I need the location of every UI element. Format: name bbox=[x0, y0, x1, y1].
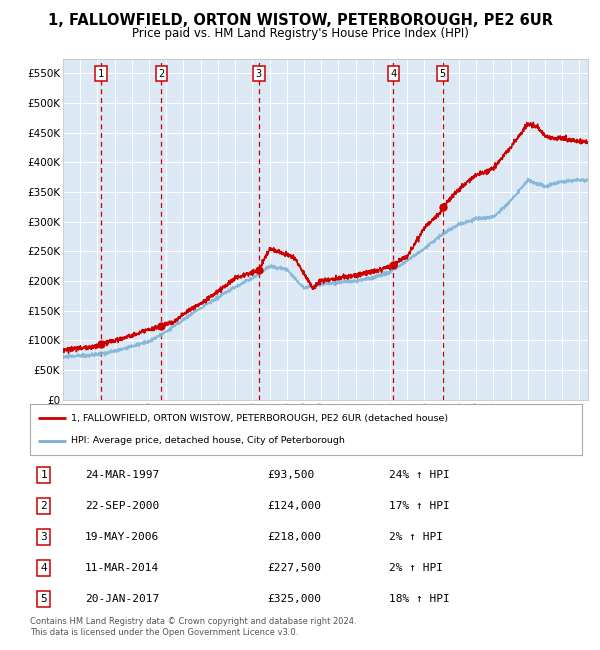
Text: 18% ↑ HPI: 18% ↑ HPI bbox=[389, 594, 449, 604]
Text: 20-JAN-2017: 20-JAN-2017 bbox=[85, 594, 160, 604]
Text: 4: 4 bbox=[390, 69, 397, 79]
Text: 24-MAR-1997: 24-MAR-1997 bbox=[85, 470, 160, 480]
Text: 4: 4 bbox=[40, 563, 47, 573]
Text: 19-MAY-2006: 19-MAY-2006 bbox=[85, 532, 160, 542]
Text: £227,500: £227,500 bbox=[268, 563, 322, 573]
Text: £218,000: £218,000 bbox=[268, 532, 322, 542]
Text: 22-SEP-2000: 22-SEP-2000 bbox=[85, 501, 160, 511]
Text: 17% ↑ HPI: 17% ↑ HPI bbox=[389, 501, 449, 511]
Text: HPI: Average price, detached house, City of Peterborough: HPI: Average price, detached house, City… bbox=[71, 436, 345, 445]
Text: 2% ↑ HPI: 2% ↑ HPI bbox=[389, 532, 443, 542]
Text: 1, FALLOWFIELD, ORTON WISTOW, PETERBOROUGH, PE2 6UR: 1, FALLOWFIELD, ORTON WISTOW, PETERBOROU… bbox=[47, 13, 553, 28]
Text: £124,000: £124,000 bbox=[268, 501, 322, 511]
Text: 3: 3 bbox=[40, 532, 47, 542]
Text: 2: 2 bbox=[158, 69, 164, 79]
Text: 1: 1 bbox=[40, 470, 47, 480]
Text: 3: 3 bbox=[256, 69, 262, 79]
Text: 24% ↑ HPI: 24% ↑ HPI bbox=[389, 470, 449, 480]
Text: 1: 1 bbox=[98, 69, 104, 79]
Text: Price paid vs. HM Land Registry's House Price Index (HPI): Price paid vs. HM Land Registry's House … bbox=[131, 27, 469, 40]
Text: 1, FALLOWFIELD, ORTON WISTOW, PETERBOROUGH, PE2 6UR (detached house): 1, FALLOWFIELD, ORTON WISTOW, PETERBOROU… bbox=[71, 414, 449, 423]
Text: 5: 5 bbox=[40, 594, 47, 604]
Text: 5: 5 bbox=[439, 69, 446, 79]
Text: £93,500: £93,500 bbox=[268, 470, 314, 480]
Text: 2: 2 bbox=[40, 501, 47, 511]
Text: Contains HM Land Registry data © Crown copyright and database right 2024.
This d: Contains HM Land Registry data © Crown c… bbox=[30, 618, 356, 637]
Text: 2% ↑ HPI: 2% ↑ HPI bbox=[389, 563, 443, 573]
Text: 11-MAR-2014: 11-MAR-2014 bbox=[85, 563, 160, 573]
Text: £325,000: £325,000 bbox=[268, 594, 322, 604]
